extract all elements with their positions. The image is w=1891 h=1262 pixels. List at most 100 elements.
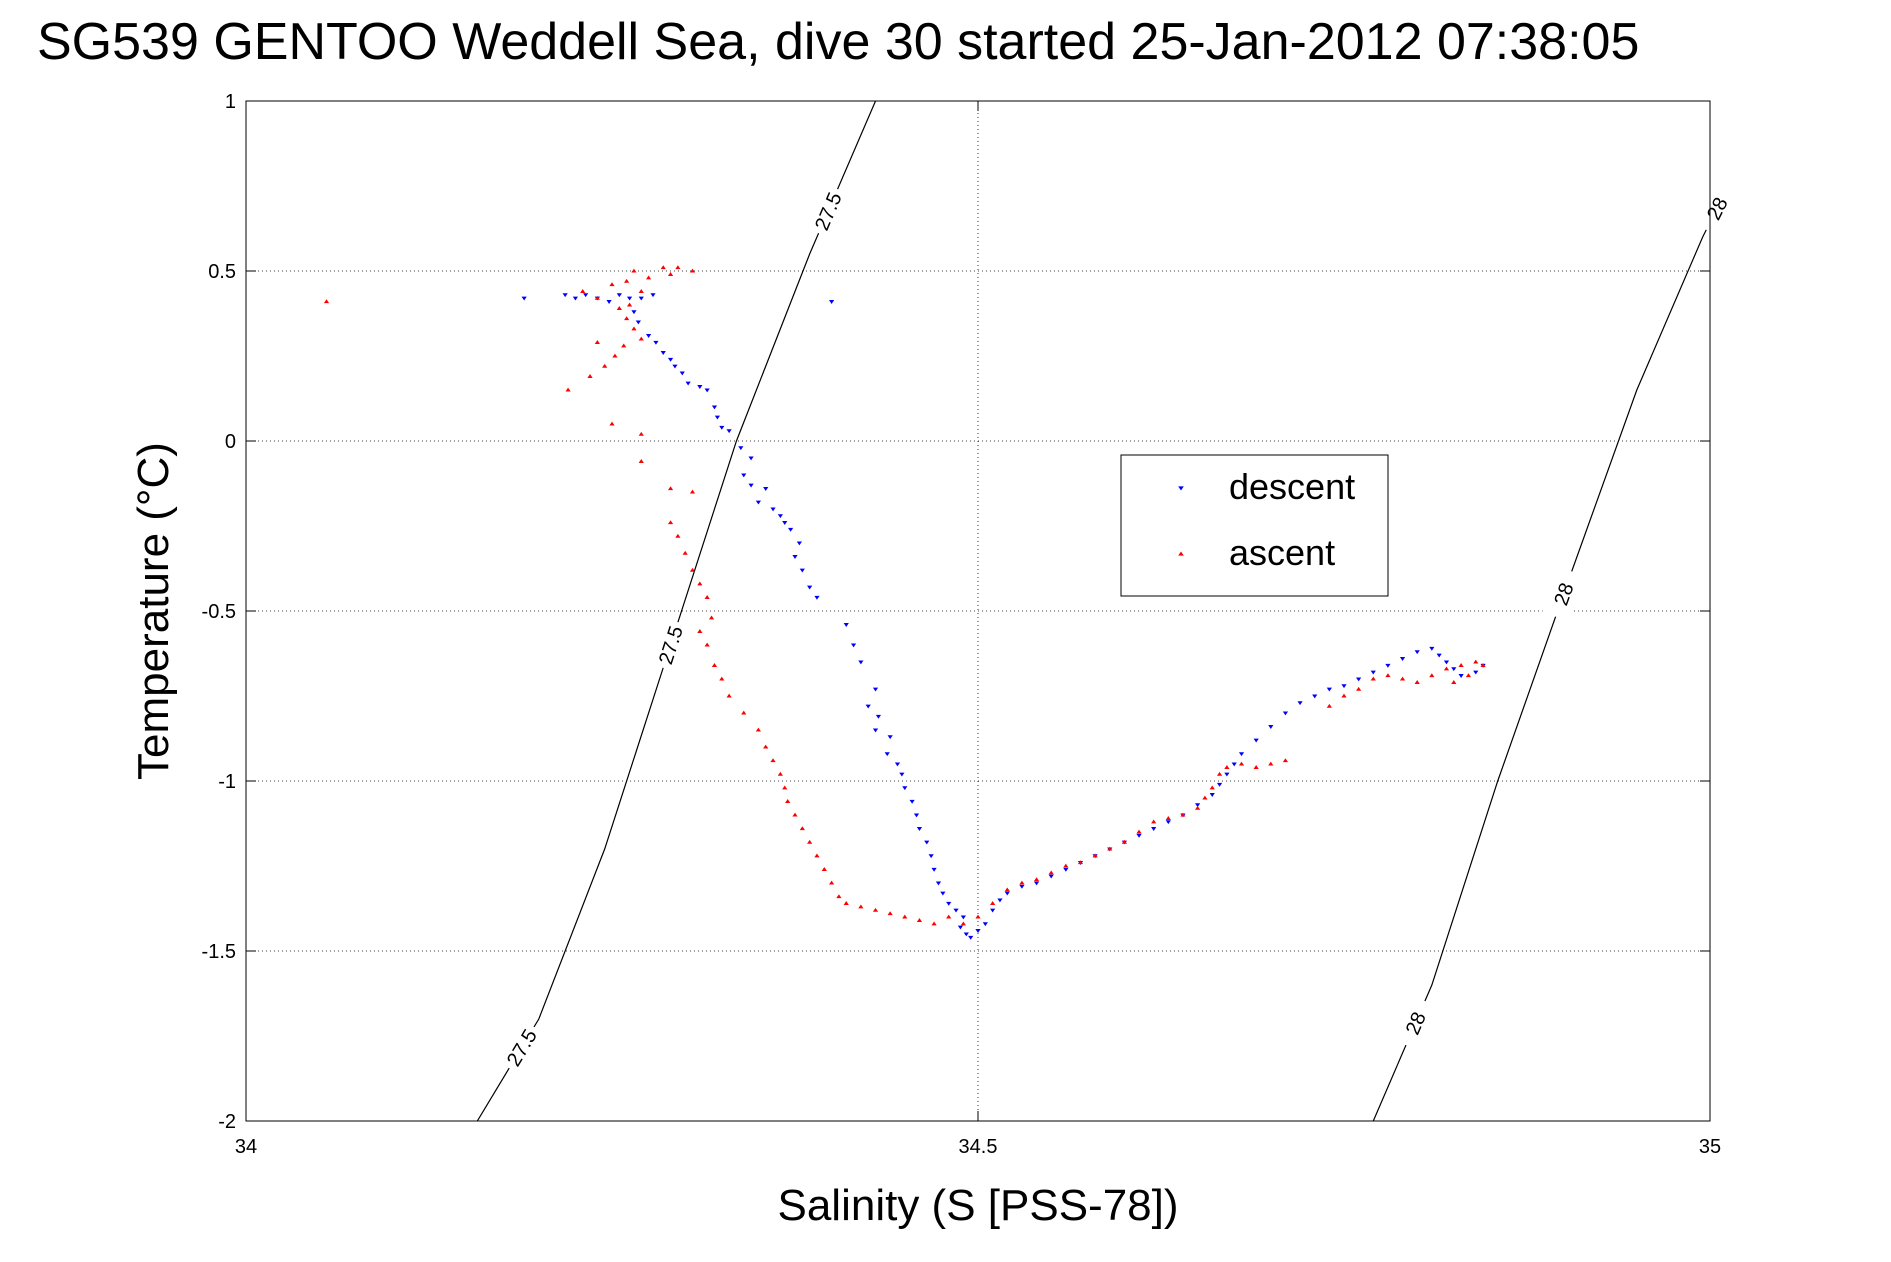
descent-point (913, 813, 920, 818)
ascent-point (1063, 863, 1069, 868)
ascent-point (836, 894, 842, 899)
ascent-point (1473, 659, 1479, 664)
descent-point (755, 500, 761, 505)
ascent-point (1004, 887, 1010, 892)
ascent-point (1151, 819, 1157, 824)
ascent-point (814, 853, 820, 858)
descent-point (616, 293, 622, 298)
descent-point (829, 300, 835, 304)
descent-point (928, 854, 934, 859)
descent-point (1165, 820, 1171, 825)
descent-point (646, 334, 652, 338)
descent-point (850, 643, 857, 648)
ascent-point (960, 921, 966, 926)
ascent-point (704, 595, 710, 599)
descent-point (711, 405, 718, 410)
descent-point (968, 935, 974, 940)
ascent-point (829, 880, 835, 885)
ascent-point (682, 550, 688, 555)
ascent-point (697, 629, 703, 633)
descent-point (635, 320, 641, 325)
ascent-point (1356, 686, 1362, 691)
descent-point (770, 507, 776, 512)
descent-point (990, 908, 996, 913)
descent-point (975, 929, 981, 933)
ascent-point (763, 744, 769, 749)
ascent-point (1092, 853, 1098, 858)
descent-point (1216, 782, 1223, 787)
descent-point (792, 555, 798, 559)
ascent-point (726, 693, 732, 698)
ascent-point (1414, 680, 1420, 684)
descent-point (957, 925, 964, 930)
descent-point (799, 568, 805, 573)
ascent-point (931, 921, 937, 926)
descent-point (650, 293, 656, 298)
contour-label-bg (1542, 566, 1585, 622)
series-ascent (323, 265, 1486, 926)
ascent-point (872, 907, 879, 912)
ascent-point (1429, 673, 1435, 678)
x-axis: 34 34.5 35 (235, 101, 1721, 1158)
ascent-point (1180, 812, 1186, 817)
descent-point (1370, 670, 1376, 675)
ascent-point (626, 302, 633, 307)
ascent-point (616, 306, 622, 310)
ascent-point (1121, 839, 1127, 844)
descent-point (1282, 711, 1289, 716)
ascent-point (1019, 880, 1025, 885)
ascent-point (1136, 829, 1142, 834)
descent-point (935, 881, 942, 886)
ascent-point (646, 275, 652, 280)
chart-title: SG539 GENTOO Weddell Sea, dive 30 starte… (37, 13, 1640, 71)
descent-point (685, 381, 691, 386)
descent-point (782, 521, 788, 525)
ascent-point (1165, 816, 1171, 820)
descent-point (1209, 793, 1215, 797)
ascent-point (946, 914, 952, 919)
descent-point (1297, 701, 1303, 706)
descent-point (763, 487, 769, 491)
ascent-point (1268, 761, 1274, 766)
descent-point (940, 891, 946, 896)
descent-point (1473, 670, 1479, 675)
ascent-point (1399, 676, 1406, 681)
ascent-point (975, 914, 981, 919)
descent-point (872, 728, 879, 733)
descent-point (562, 293, 568, 298)
descent-point (777, 514, 783, 519)
ascent-point (667, 520, 674, 525)
legend-box (1120, 454, 1389, 597)
descent-point (1253, 738, 1259, 743)
ascent-point (602, 363, 608, 368)
descent-point (1356, 677, 1362, 682)
descent-point (931, 867, 937, 872)
ascent-point (697, 581, 703, 586)
descent-point (960, 915, 966, 920)
descent-point (894, 762, 901, 767)
ascent-point (1238, 761, 1245, 766)
ascent-point (916, 918, 923, 922)
descent-point (963, 932, 969, 937)
descent-point (1224, 772, 1230, 777)
ascent-point (609, 282, 615, 287)
descent-point (814, 595, 820, 600)
descent-point (909, 799, 915, 804)
descent-point (902, 786, 908, 791)
descent-point (807, 585, 813, 590)
ascent-point (807, 839, 813, 844)
descent-point (1414, 650, 1420, 655)
descent-point (1326, 687, 1332, 692)
contour-label-bg (1393, 995, 1438, 1051)
descent-point (704, 388, 710, 393)
descent-point (741, 473, 747, 478)
ascent-point (1370, 676, 1376, 681)
ascent-point (638, 431, 644, 436)
descent-point (572, 296, 578, 301)
ascent-point (704, 642, 710, 647)
descent-point (660, 351, 666, 355)
ascent-point (1451, 680, 1457, 684)
ascent-point (785, 799, 791, 803)
ascent-point (675, 265, 681, 270)
ascent-point (1282, 758, 1289, 763)
